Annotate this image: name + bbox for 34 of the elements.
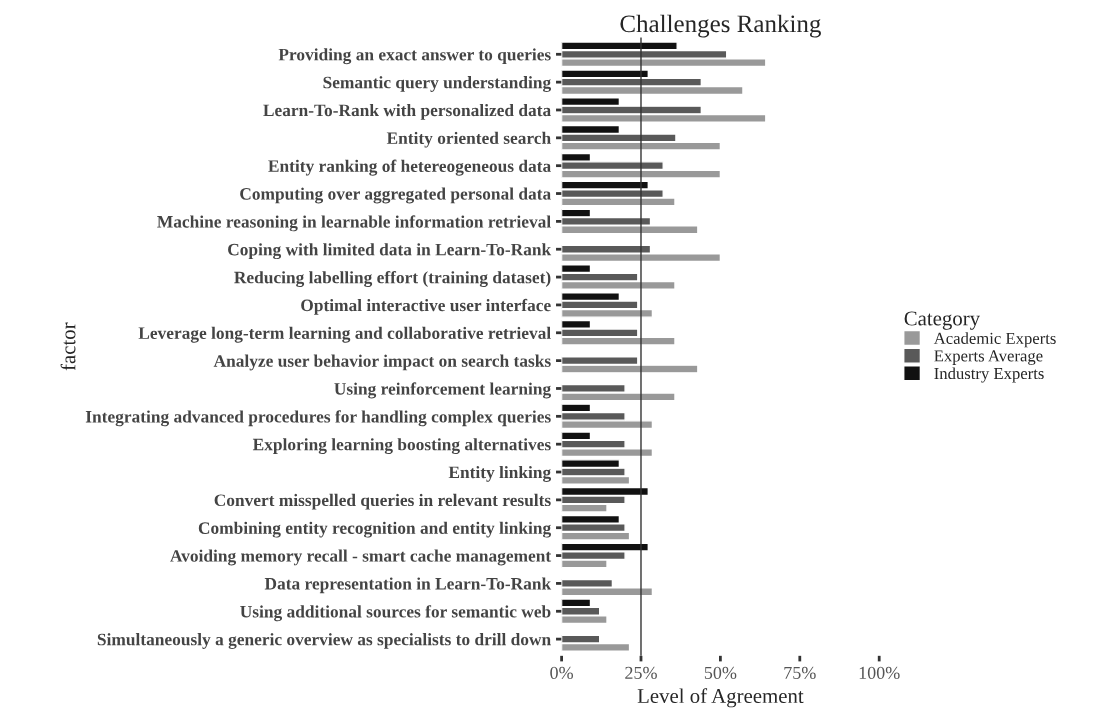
y-tick-label: Entity linking — [448, 466, 552, 482]
x-tick-label: 25% — [625, 666, 657, 680]
y-tick-label: Analyze user behavior impact on search tasks — [213, 354, 551, 371]
y-tick-label: Reducing labelling effort (training dataset) — [234, 270, 551, 288]
y-tick-label: Convert misspelled queries in relevant results — [214, 493, 551, 510]
y-tick-label: Integrating advanced procedures for handling complex queries — [85, 410, 551, 427]
y-tick-label: Leverage long-term learning and collaborative retrieval — [138, 326, 551, 343]
legend-label: Academic Experts — [933, 332, 1056, 348]
x-tick-label: 100% — [859, 666, 900, 680]
y-tick-label: Combining entity recognition and entity linking — [198, 521, 552, 538]
y-tick-label: Avoiding memory recall - smart cache management — [170, 549, 552, 566]
y-tick-label: Semantic query understanding — [323, 76, 552, 92]
legend-label: Experts Average — [934, 350, 1043, 365]
y-tick-label: Using reinforcement learning — [334, 382, 551, 399]
y-tick-label: Coping with limited data in Learn-To-Rank — [228, 243, 552, 260]
y-tick-label: Entity ranking of hetereogeneous data — [268, 159, 551, 176]
chart-title: Challenges Ranking — [620, 14, 821, 38]
y-tick-label: Using additional sources for semantic web — [240, 605, 551, 622]
y-tick-label: Learn-To-Rank with personalized data — [263, 103, 551, 120]
y-tick-label: Machine reasoning in learnable information retrieval — [157, 215, 551, 232]
y-tick-label: Computing over aggregated personal data — [240, 187, 551, 204]
x-tick-label: 0% — [550, 666, 574, 680]
y-tick-label: Entity oriented search — [386, 131, 551, 148]
x-tick-label: 50% — [704, 666, 737, 680]
x-axis-title: Level of Agreement — [637, 688, 804, 708]
x-tick-label: 75% — [784, 666, 816, 680]
y-axis-title: factor — [60, 322, 76, 371]
legend-label: Industry Experts — [934, 367, 1044, 383]
y-tick-label: Exploring learning boosting alternatives — [252, 438, 551, 455]
y-tick-label: Data representation in Learn-To-Rank — [264, 577, 552, 594]
y-tick-label: Simultaneously a generic overview as specialists to drill down — [97, 633, 551, 649]
legend-title: Category — [904, 311, 981, 330]
y-tick-label: Providing an exact answer to queries — [278, 48, 551, 65]
y-tick-label: Optimal interactive user interface — [301, 298, 551, 315]
